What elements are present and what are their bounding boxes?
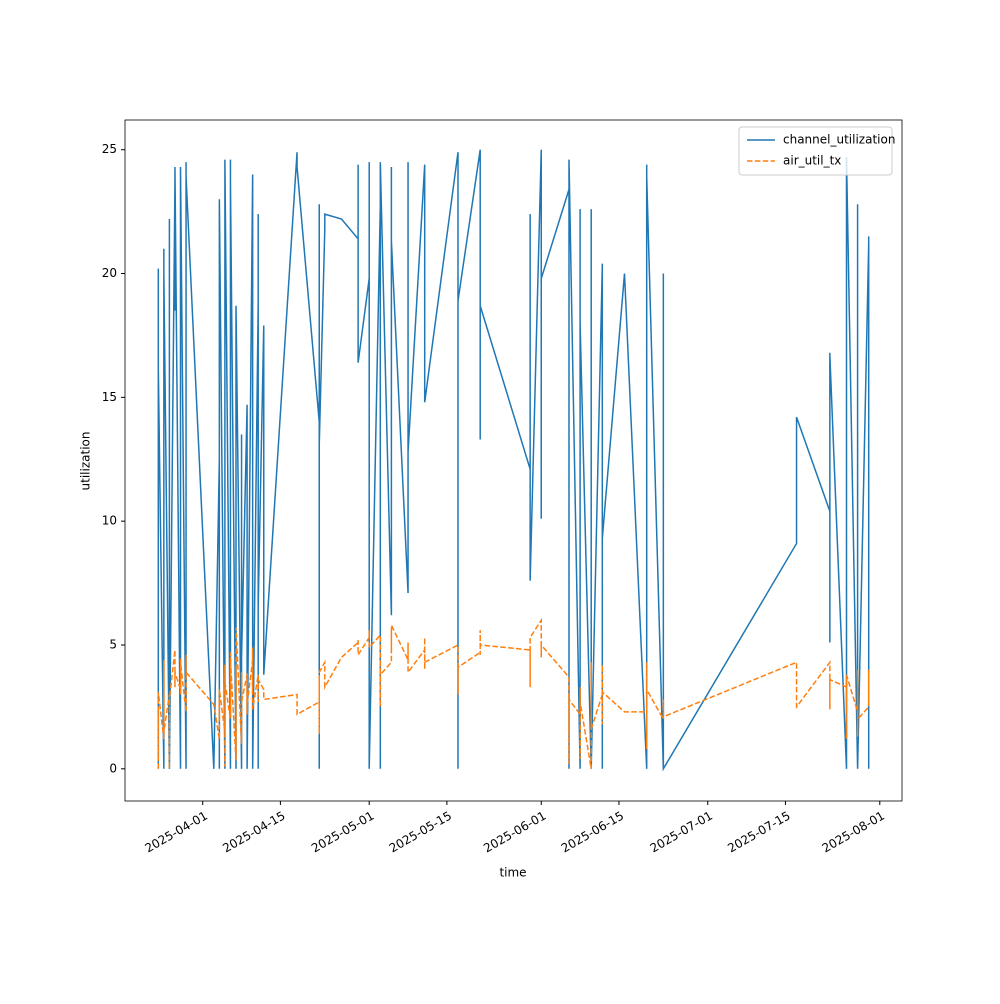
y-tick-label: 5 bbox=[109, 637, 117, 651]
y-tick-label: 10 bbox=[102, 514, 117, 528]
y-tick-label: 25 bbox=[102, 142, 117, 156]
series-line bbox=[157, 617, 870, 769]
series-line bbox=[157, 149, 870, 772]
legend-label: air_util_tx bbox=[783, 154, 841, 168]
legend-box bbox=[738, 126, 893, 176]
y-tick-label: 20 bbox=[102, 266, 117, 280]
y-axis-label: utilization bbox=[79, 432, 93, 491]
y-tick-label: 0 bbox=[109, 761, 117, 775]
y-tick-label: 15 bbox=[102, 390, 117, 404]
x-axis-label: time bbox=[499, 866, 526, 880]
legend-label: channel_utilization bbox=[783, 133, 895, 147]
plot-frame bbox=[124, 119, 903, 802]
